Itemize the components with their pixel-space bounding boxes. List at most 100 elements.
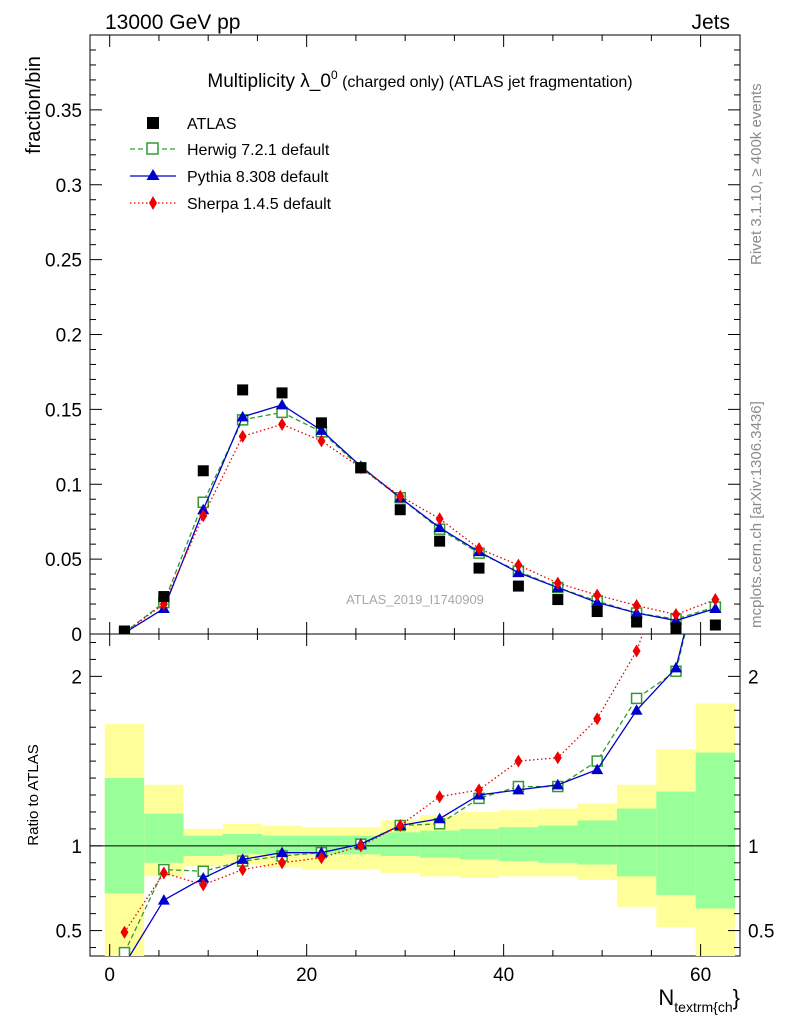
ratio-point-0 [630,692,643,705]
header-category-label: Jets [691,11,730,34]
x-axis-label: Ntextrm{ch} [658,985,740,1015]
band-green-bin [498,827,539,862]
main-y-tick-label: 0 [71,625,82,646]
ratio-point-2 [159,866,168,880]
main-y-tick-label: 0.05 [45,550,82,571]
x-tick-label: 0 [104,965,115,986]
ratio-point-1 [669,661,682,673]
ratio-point-2 [278,856,287,870]
main-point-3 [593,588,602,602]
ratio-y-tick-label: 0.5 [56,922,82,943]
main-y-tick-label: 0.35 [45,101,82,122]
ratio-point-2 [553,751,562,765]
ratio-point-0 [710,502,720,512]
ratio-bands [104,703,736,956]
plot-title: Multiplicity λ_00 (charged only) (ATLAS … [207,68,632,92]
main-point-2 [315,424,328,435]
main-point-3 [711,593,720,607]
main-point-2 [236,410,249,422]
mcplots-label: mcplots.cern.ch [arXiv:1306.3436] [748,401,765,628]
rivet-version-label: Rivet 3.1.10, ≥ 400k events [748,83,765,265]
ratio-point-1 [433,812,446,824]
main-point-2 [433,521,446,533]
ratio-point-2 [238,863,247,877]
ratio-point-2 [632,644,641,658]
main-point-3 [632,599,641,613]
atlas-point [631,616,643,628]
main-y-tick-label: 0.25 [45,251,82,272]
ratio-point-1 [630,704,643,715]
ratio-point-1 [551,778,564,790]
legend-herwig-label: Herwig 7.2.1 default [187,142,330,159]
legend-pythia-label: Pythia 8.308 default [187,169,329,186]
atlas-point [237,384,249,396]
band-green-bin [695,752,736,909]
atlas-point [394,504,406,516]
legend-sherpa-label: Sherpa 1.4.5 default [187,196,332,213]
main-point-3 [475,542,484,556]
atlas-point [512,580,524,592]
main-y-tick-label: 0.1 [56,475,82,496]
main-point-2 [591,596,604,608]
ratio-point-2 [711,500,719,513]
ratio-point-1 [157,894,170,905]
ratio-point-2 [120,925,129,939]
main-point-2 [276,398,289,410]
atlas-point [552,594,564,606]
band-green-bin [616,808,657,877]
ratio-point-2 [396,819,405,833]
legend-atlas-label: ATLAS [187,116,237,133]
main-point-3 [435,512,444,526]
ratio-y-tick-label-right: 0.5 [748,922,774,943]
title-superscript: 0 [331,68,338,82]
main-point-3 [199,509,208,523]
xlabel-sub: textrm{ch [674,999,732,1015]
ratio-line-0 [123,634,686,953]
main-point-2 [630,607,643,618]
main-line-3 [124,423,716,634]
ratio-y-tick-label-right: 1 [748,837,759,858]
ratio-point-1 [709,501,721,512]
band-green-bin [577,820,617,865]
atlas-point [709,619,721,631]
ratio-line-2 [123,634,644,933]
ratio-point-2 [514,754,523,768]
atlas-point [276,387,288,399]
atlas-point [315,417,327,429]
main-point-3 [238,429,247,443]
ratio-y-tick-label: 2 [71,667,82,688]
ratio-point-0 [118,946,131,956]
main-y-tick-label: 0.15 [45,400,82,421]
atlas-point [118,625,130,634]
main-point-2 [709,602,722,614]
ratio-point-1 [276,846,289,858]
main-point-3 [396,489,405,503]
main-point-2 [512,566,525,578]
band-green-bin [380,832,420,857]
band-green-bin [144,813,184,863]
atlas-point [591,606,603,618]
legend-sherpa-marker [149,196,157,210]
ratio-point-2 [672,534,680,547]
ratio-y-tick-label-right: 2 [748,667,759,688]
main-y-tick-label: 0.2 [56,326,82,347]
atlas-point [355,462,367,474]
ratio-point-2 [199,878,208,892]
main-ylabel: fraction/bin [23,56,45,154]
atlas-point [197,465,209,477]
main-point-3 [317,434,326,448]
ratio-point-1 [512,783,525,795]
ratio-ylabel: Ratio to ATLAS [25,744,42,845]
legend-atlas-marker [147,117,159,129]
ratio-point-2 [593,712,602,726]
band-green-bin [656,791,696,895]
legend-herwig-marker [146,142,159,155]
atlas-point [158,591,170,603]
band-green-bin [538,825,578,863]
xlabel-main: N [658,985,674,1010]
main-point-2 [197,503,210,515]
main-panel: fraction/bin Multiplicity λ_00 (charged … [23,34,741,635]
main-y-tick-label: 0.3 [56,176,82,197]
band-green-bin [222,833,263,855]
